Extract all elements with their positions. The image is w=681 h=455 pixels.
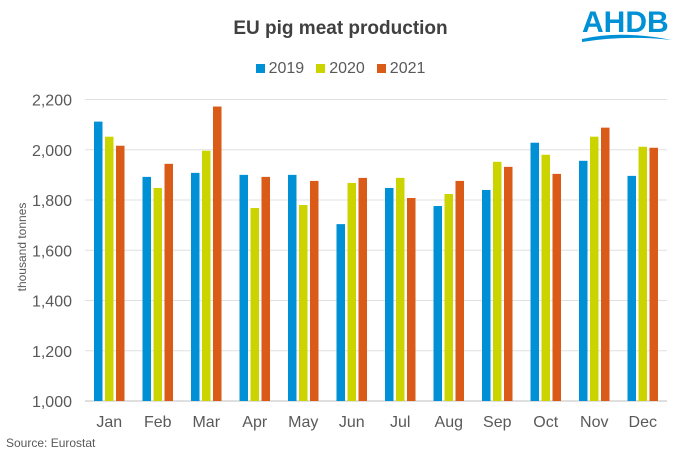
bar-2020-dec xyxy=(638,146,647,401)
bar-2021-dec xyxy=(649,147,658,401)
bar-2019-feb xyxy=(142,176,151,401)
legend-swatch xyxy=(255,64,265,73)
ahdb-logo: AHDB xyxy=(580,4,675,51)
bar-2019-dec xyxy=(627,175,636,401)
bar-2019-may xyxy=(288,174,297,401)
bar-2021-nov xyxy=(601,127,610,401)
bar-2020-sep xyxy=(493,161,502,401)
x-tick-label: Sep xyxy=(483,414,512,431)
bar-2021-aug xyxy=(455,180,464,401)
legend-label: 2020 xyxy=(329,60,365,77)
bar-2021-feb xyxy=(164,163,173,401)
bar-2021-mar xyxy=(213,106,222,401)
bar-2021-apr xyxy=(261,176,270,401)
x-tick-label: Mar xyxy=(192,414,220,431)
y-tick-label: 2,200 xyxy=(32,93,72,110)
bar-2019-sep xyxy=(482,189,491,401)
y-tick-label: 1,200 xyxy=(32,344,72,361)
legend-item-2019: 2019 xyxy=(255,60,305,78)
bar-2020-aug xyxy=(444,193,453,401)
legend-swatch xyxy=(376,64,386,73)
bar-2020-feb xyxy=(153,187,162,401)
bar-2019-jul xyxy=(385,187,394,401)
bar-2021-jul xyxy=(407,197,416,401)
y-tick-label: 2,000 xyxy=(32,143,72,160)
bar-2020-mar xyxy=(202,150,211,401)
bar-2021-jun xyxy=(358,177,367,401)
chart-title: EU pig meat production xyxy=(233,18,448,39)
x-tick-label: Aug xyxy=(435,414,463,431)
bar-2020-may xyxy=(299,205,308,401)
bar-2019-oct xyxy=(530,142,539,401)
legend-label: 2019 xyxy=(268,60,305,77)
legend: 2019 2020 2021 xyxy=(0,60,681,78)
bar-2020-oct xyxy=(541,154,550,401)
y-tick-label: 1,800 xyxy=(32,193,72,210)
legend-item-2021: 2021 xyxy=(376,60,426,78)
x-tick-label: Oct xyxy=(533,414,558,431)
bar-2020-nov xyxy=(590,136,599,401)
bar-2021-may xyxy=(310,180,319,401)
x-tick-label: Jul xyxy=(390,414,410,431)
legend-label: 2021 xyxy=(389,60,426,77)
bar-2021-sep xyxy=(504,166,513,401)
x-tick-label: Jun xyxy=(339,414,365,431)
bar-2021-jan xyxy=(116,145,125,401)
x-tick-label: Dec xyxy=(629,414,657,431)
source-note: Source: Eurostat xyxy=(6,436,96,450)
bar-2019-jan xyxy=(94,121,103,402)
bar-2021-oct xyxy=(552,173,561,401)
bar-2020-jan xyxy=(105,136,114,401)
bar-2019-nov xyxy=(579,160,588,401)
bar-2019-apr xyxy=(239,174,248,401)
legend-swatch xyxy=(316,64,326,73)
bar-2020-apr xyxy=(250,208,259,401)
bar-2019-mar xyxy=(191,172,200,401)
bar-2019-jun xyxy=(336,224,345,401)
bar-2019-aug xyxy=(433,206,442,401)
y-tick-label: 1,400 xyxy=(32,294,72,311)
y-tick-label: 1,600 xyxy=(32,243,72,260)
bar-2020-jul xyxy=(396,177,405,401)
x-tick-label: May xyxy=(288,414,318,431)
legend-item-2020: 2020 xyxy=(316,60,365,78)
x-tick-label: Jan xyxy=(96,414,122,431)
x-tick-label: Nov xyxy=(580,414,608,431)
x-tick-label: Feb xyxy=(144,414,172,431)
y-tick-label: 1,000 xyxy=(32,394,72,411)
logo-text: AHDB xyxy=(582,6,669,39)
bar-2020-jun xyxy=(347,182,356,401)
x-tick-label: Apr xyxy=(242,414,268,431)
